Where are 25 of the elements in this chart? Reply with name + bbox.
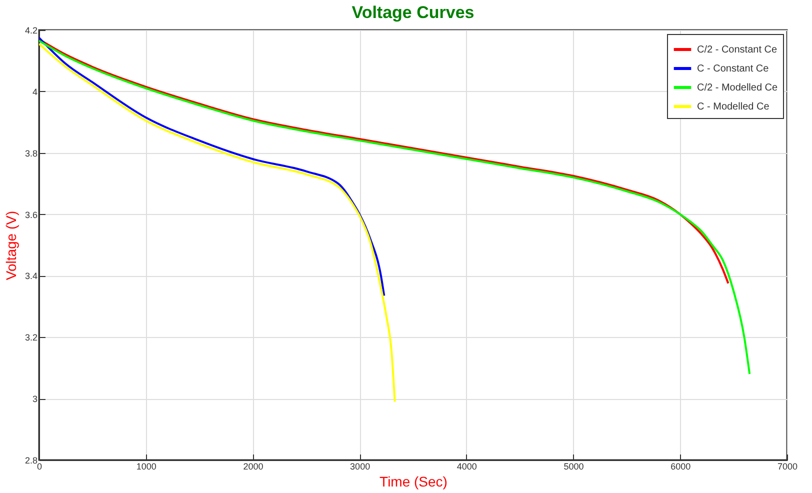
chart-title: Voltage Curves — [352, 3, 474, 22]
y-tick-label: 3.4 — [24, 271, 38, 282]
y-tick-label: 3.2 — [24, 332, 38, 343]
legend-label: C - Modelled Ce — [697, 102, 770, 112]
y-tick-label: 3 — [32, 394, 38, 404]
y-tick-label: 4 — [32, 86, 38, 97]
x-tick-label: 5000 — [564, 462, 584, 472]
y-tick-label: 2.8 — [24, 456, 38, 466]
line-series — [39, 42, 396, 403]
y-tick-label: 3.6 — [24, 210, 38, 220]
y-tick-label: 3.8 — [24, 148, 38, 158]
x-tick-label: 2000 — [243, 462, 264, 472]
x-tick-label: 6000 — [670, 462, 691, 472]
x-tick-label: 1000 — [136, 462, 156, 472]
x-tick-label: 7000 — [777, 462, 798, 472]
x-tick-label: 3000 — [350, 462, 370, 472]
legend-label: C/2 - Modelled Ce — [697, 82, 778, 94]
legend-label: C - Constant Ce — [697, 64, 770, 74]
y-tick-label: 4.2 — [24, 26, 38, 36]
line-series — [39, 36, 386, 297]
x-tick-label: 0 — [36, 462, 42, 472]
legend-label: C/2 - Constant Ce — [697, 44, 778, 56]
x-axis-title: Time (Sec) — [380, 474, 448, 490]
y-axis-title: Voltage (V) — [2, 210, 19, 280]
x-tick-label: 4000 — [456, 462, 477, 472]
